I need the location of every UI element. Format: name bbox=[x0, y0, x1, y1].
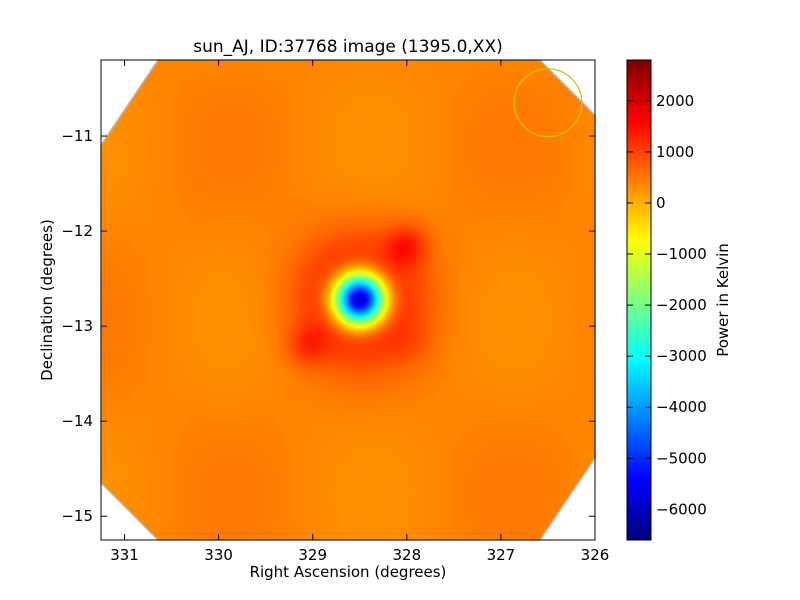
x-axis-label: Right Ascension (degrees) bbox=[250, 563, 447, 581]
colorbar-ticks: 2000 1000 0 −1000 −2000 −3000 −4000 −5000 −6000 bbox=[627, 92, 707, 518]
y-tick-label: −14 bbox=[61, 412, 93, 430]
colorbar-tick-label: −2000 bbox=[656, 296, 707, 314]
colorbar-label: Power in Kelvin bbox=[714, 243, 732, 357]
beam-marker bbox=[513, 68, 583, 138]
heatmap-image bbox=[101, 60, 595, 540]
plot-area bbox=[100, 59, 596, 541]
colorbar-tick-label: 1000 bbox=[656, 143, 694, 161]
colorbar-tick-label: −6000 bbox=[656, 500, 707, 518]
y-axis-label: Declination (degrees) bbox=[38, 219, 56, 381]
colorbar-tick-label: 0 bbox=[656, 194, 666, 212]
colorbar-tick-label: −3000 bbox=[656, 347, 707, 365]
colorbar-frame bbox=[626, 59, 652, 541]
y-tick-label: −12 bbox=[61, 222, 93, 240]
colorbar: 200010000−1000−2000−3000−4000−5000−6000 … bbox=[626, 59, 732, 541]
colorbar-tick-label: −5000 bbox=[656, 449, 707, 467]
x-tick-label: 331 bbox=[110, 546, 139, 564]
y-tick-label: −13 bbox=[61, 317, 93, 335]
x-tick-label: 326 bbox=[581, 546, 610, 564]
colorbar-tick-label: 2000 bbox=[656, 92, 694, 110]
y-tick-label: −11 bbox=[61, 127, 93, 145]
plot-frame bbox=[100, 59, 596, 541]
x-tick-label: 328 bbox=[392, 546, 421, 564]
colorbar-tick-label: −1000 bbox=[656, 245, 707, 263]
colorbar-tick-label: −4000 bbox=[656, 398, 707, 416]
x-tick-label: 330 bbox=[204, 546, 233, 564]
x-axis: 331 330 329 328 327 326 bbox=[110, 60, 609, 564]
x-tick-label: 329 bbox=[298, 546, 327, 564]
y-axis: −11 −12 −13 −14 −15 bbox=[61, 127, 595, 525]
colorbar-gradient bbox=[627, 60, 651, 540]
y-tick-label: −15 bbox=[61, 507, 93, 525]
chart-title: sun_AJ, ID:37768 image (1395.0,XX) bbox=[193, 37, 502, 57]
x-tick-label: 327 bbox=[487, 546, 516, 564]
